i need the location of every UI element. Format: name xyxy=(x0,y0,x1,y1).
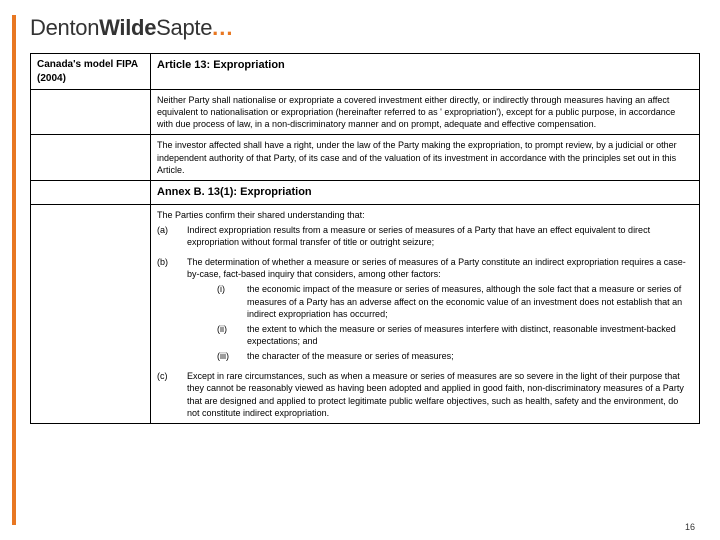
roman-text-i: the economic impact of the measure or se… xyxy=(247,283,693,319)
logo-part2: Wilde xyxy=(99,15,156,40)
annex-key-b: (b) xyxy=(157,256,187,362)
annex-body: The Parties confirm their shared underst… xyxy=(151,204,700,423)
article-title: Article 13: Expropriation xyxy=(157,58,693,73)
empty-left-3 xyxy=(31,180,151,204)
roman-iii: (iii) the character of the measure or se… xyxy=(217,350,693,362)
annex-b-intro: The determination of whether a measure o… xyxy=(187,256,693,280)
brand-logo: DentonWildeSapte... xyxy=(30,15,700,41)
annex-key-c: (c) xyxy=(157,370,187,419)
annex-item-c: (c) Except in rare circumstances, such a… xyxy=(157,370,693,419)
roman-key-ii: (ii) xyxy=(217,323,247,347)
model-label: Canada's model FIPA (2004) xyxy=(31,54,151,90)
article-title-cell: Article 13: Expropriation xyxy=(151,54,700,90)
roman-text-ii: the extent to which the measure or serie… xyxy=(247,323,693,347)
logo-part3: Sapte xyxy=(156,15,212,40)
content-table: Canada's model FIPA (2004) Article 13: E… xyxy=(30,53,700,424)
empty-left-2 xyxy=(31,135,151,180)
roman-list: (i) the economic impact of the measure o… xyxy=(187,283,693,362)
empty-left-1 xyxy=(31,90,151,135)
article-para2: The investor affected shall have a right… xyxy=(151,135,700,180)
annex-key-a: (a) xyxy=(157,224,187,248)
roman-i: (i) the economic impact of the measure o… xyxy=(217,283,693,319)
annex-intro: The Parties confirm their shared underst… xyxy=(157,209,693,221)
roman-text-iii: the character of the measure or series o… xyxy=(247,350,693,362)
annex-item-a: (a) Indirect expropriation results from … xyxy=(157,224,693,248)
roman-key-i: (i) xyxy=(217,283,247,319)
annex-title: Annex B. 13(1): Expropriation xyxy=(157,185,693,200)
accent-bar xyxy=(12,15,16,525)
annex-text-c: Except in rare circumstances, such as wh… xyxy=(187,370,693,419)
logo-part1: Denton xyxy=(30,15,99,40)
page-number: 16 xyxy=(685,522,695,532)
article-para1: Neither Party shall nationalise or expro… xyxy=(151,90,700,135)
annex-item-b: (b) The determination of whether a measu… xyxy=(157,256,693,362)
page-content: DentonWildeSapte... Canada's model FIPA … xyxy=(30,15,700,424)
roman-key-iii: (iii) xyxy=(217,350,247,362)
roman-ii: (ii) the extent to which the measure or … xyxy=(217,323,693,347)
annex-text-a: Indirect expropriation results from a me… xyxy=(187,224,693,248)
annex-text-b: The determination of whether a measure o… xyxy=(187,256,693,362)
empty-left-4 xyxy=(31,204,151,423)
annex-title-cell: Annex B. 13(1): Expropriation xyxy=(151,180,700,204)
logo-dots: ... xyxy=(212,15,233,40)
